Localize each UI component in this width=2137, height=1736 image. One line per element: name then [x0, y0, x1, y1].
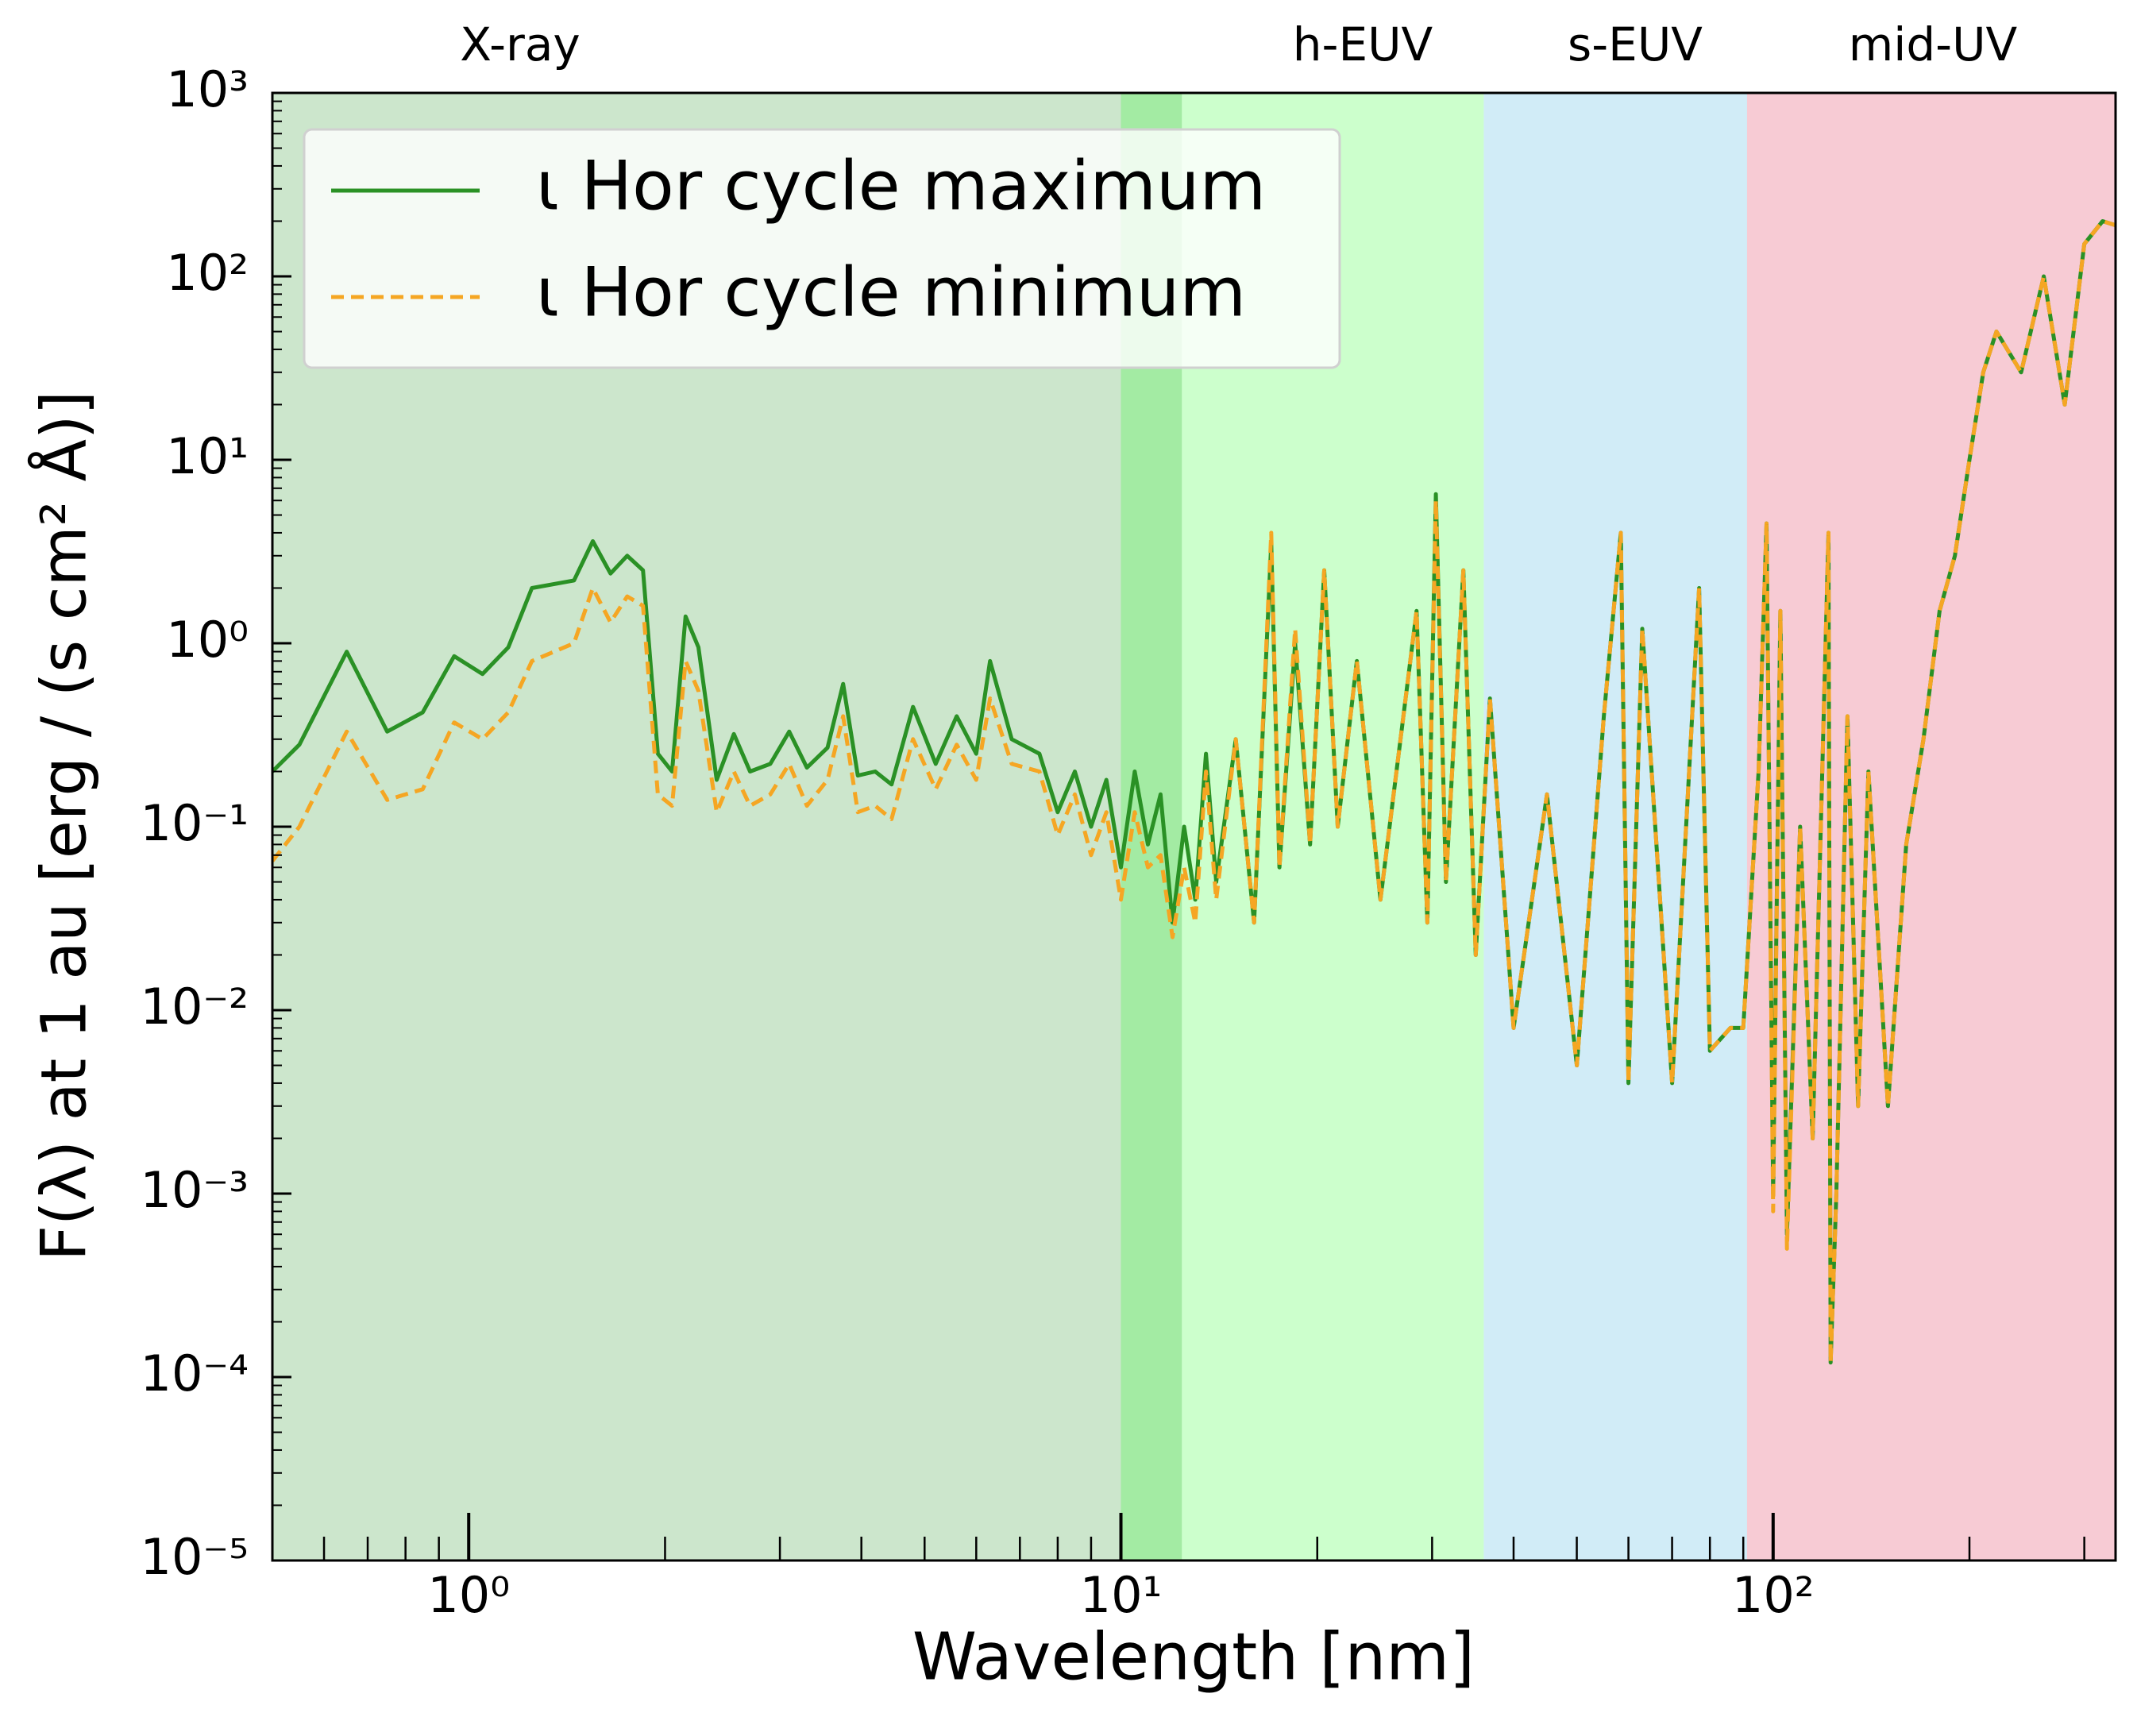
y-tick-label: 10⁰	[166, 611, 249, 669]
x-tick-label: 10⁰	[427, 1566, 510, 1624]
region-band	[1483, 93, 1747, 1560]
y-tick-label: 10⁻³	[141, 1161, 249, 1219]
legend-label: ι Hor cycle minimum	[536, 253, 1246, 332]
y-tick-label: 10³	[166, 60, 249, 118]
region-label: h-EUV	[1293, 17, 1433, 71]
region-label: X-ray	[460, 17, 581, 71]
y-tick-label: 10⁻⁴	[141, 1344, 249, 1402]
legend-label: ι Hor cycle maximum	[536, 146, 1266, 226]
y-tick-label: 10⁻²	[141, 978, 249, 1036]
y-tick-label: 10²	[166, 244, 249, 302]
legend-box	[303, 128, 1341, 369]
x-tick-label: 10¹	[1080, 1566, 1163, 1624]
region-label: s-EUV	[1568, 17, 1703, 71]
x-axis-label: Wavelength [nm]	[912, 1619, 1475, 1695]
y-tick-label: 10¹	[166, 427, 249, 485]
y-axis-label: F(λ) at 1 au [erg / (s cm² Å)]	[27, 391, 100, 1261]
series-line	[272, 219, 2116, 1365]
x-tick-label: 10²	[1732, 1566, 1815, 1624]
y-tick-label: 10⁻¹	[141, 794, 249, 852]
y-tick-label: 10⁻⁵	[141, 1528, 249, 1586]
region-band	[1746, 93, 2116, 1560]
region-label: mid-UV	[1849, 17, 2018, 71]
